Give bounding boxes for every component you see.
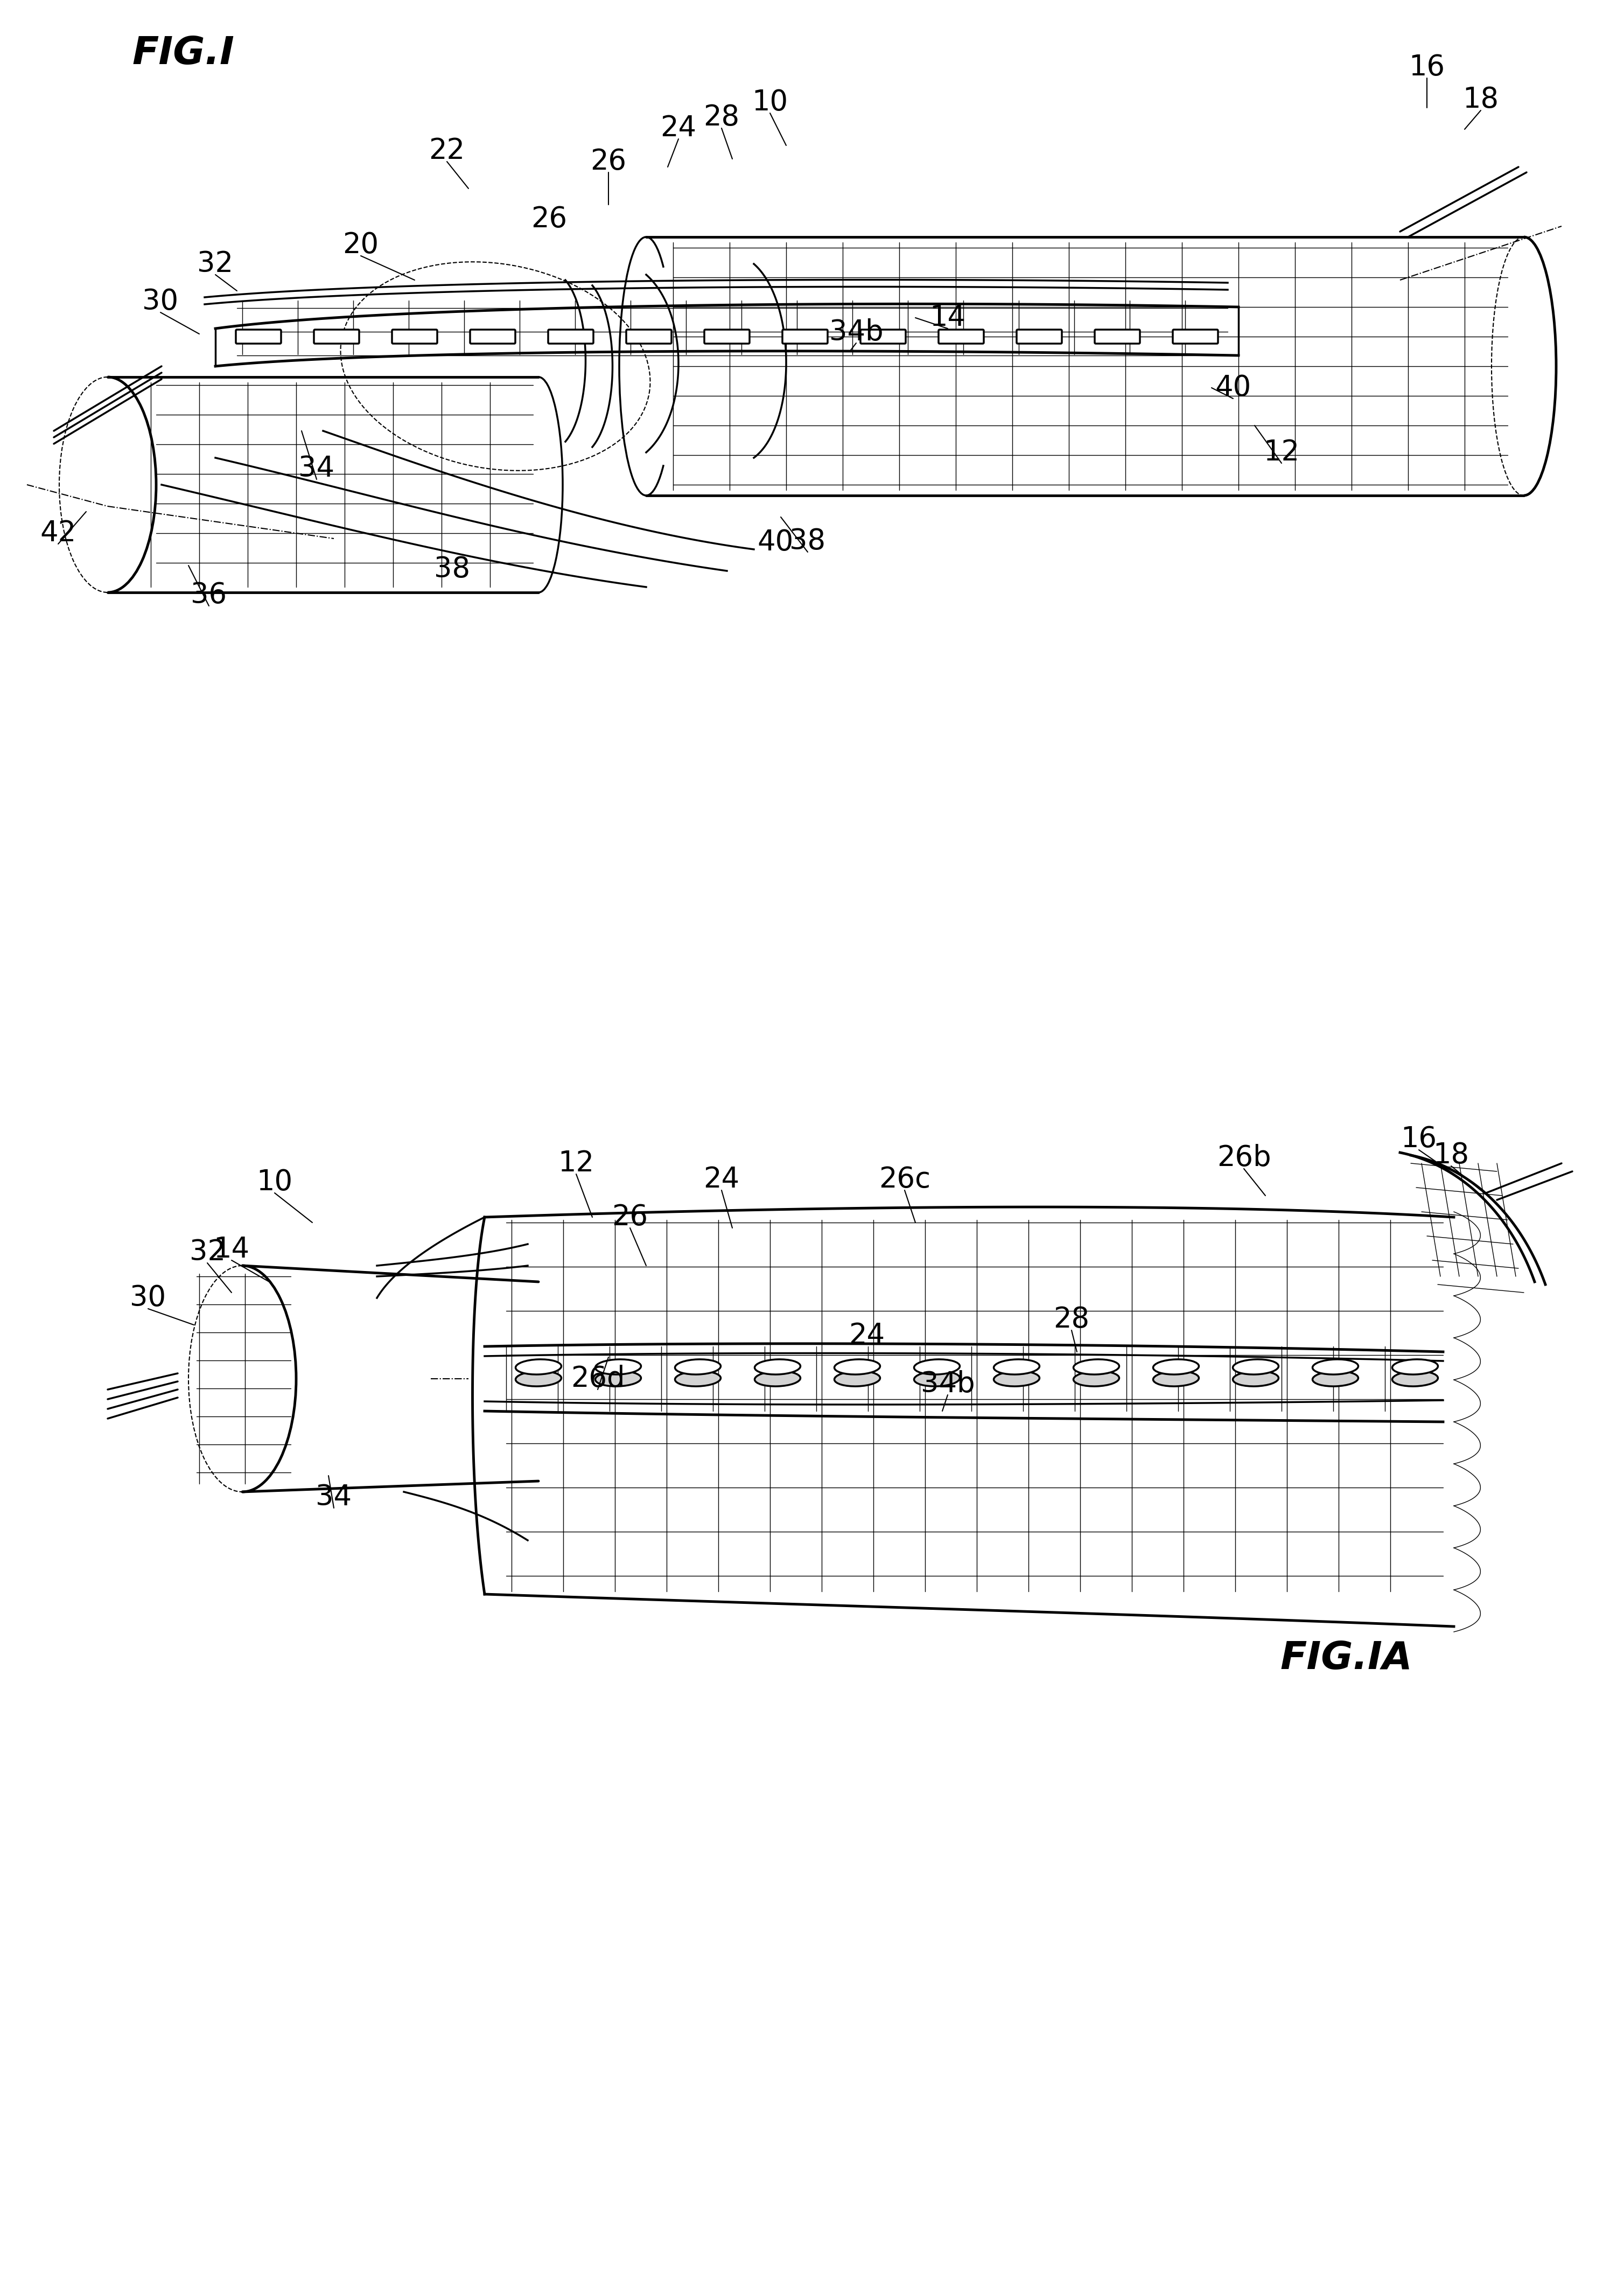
Ellipse shape (755, 1359, 801, 1375)
Ellipse shape (1153, 1359, 1199, 1375)
Ellipse shape (1153, 1370, 1199, 1386)
Text: 32: 32 (190, 1238, 226, 1265)
Text: 22: 22 (429, 137, 464, 164)
Text: 38: 38 (789, 528, 825, 555)
Text: FIG.I: FIG.I (132, 34, 234, 73)
FancyBboxPatch shape (939, 330, 984, 344)
Text: 28: 28 (703, 102, 739, 132)
Ellipse shape (835, 1359, 880, 1375)
Ellipse shape (515, 1370, 562, 1386)
Text: 34: 34 (299, 455, 335, 483)
FancyBboxPatch shape (235, 330, 281, 344)
Text: 18: 18 (1463, 86, 1499, 114)
Text: 42: 42 (41, 519, 76, 546)
Text: 34b: 34b (830, 319, 883, 346)
FancyBboxPatch shape (549, 330, 593, 344)
Ellipse shape (596, 1359, 641, 1375)
Text: 14: 14 (213, 1236, 250, 1263)
Text: 24: 24 (849, 1322, 885, 1350)
Text: 10: 10 (257, 1168, 292, 1197)
Ellipse shape (676, 1370, 721, 1386)
Ellipse shape (994, 1370, 1039, 1386)
Text: 26: 26 (612, 1204, 648, 1231)
Ellipse shape (914, 1359, 960, 1375)
Text: 24: 24 (703, 1165, 739, 1193)
Ellipse shape (676, 1359, 721, 1375)
Text: 26: 26 (591, 148, 627, 175)
Ellipse shape (1392, 1359, 1437, 1375)
FancyBboxPatch shape (1173, 330, 1218, 344)
FancyBboxPatch shape (861, 330, 906, 344)
Text: 28: 28 (1054, 1306, 1090, 1334)
Ellipse shape (914, 1370, 960, 1386)
Text: 38: 38 (434, 555, 471, 583)
Text: FIG.IA: FIG.IA (1280, 1641, 1413, 1677)
Text: 12: 12 (1263, 439, 1299, 467)
FancyBboxPatch shape (391, 330, 437, 344)
Text: 20: 20 (343, 232, 378, 259)
FancyBboxPatch shape (1017, 330, 1062, 344)
Ellipse shape (1073, 1359, 1119, 1375)
Ellipse shape (515, 1359, 562, 1375)
Text: 30: 30 (143, 287, 179, 316)
FancyBboxPatch shape (627, 330, 671, 344)
Ellipse shape (994, 1359, 1039, 1375)
Text: 10: 10 (752, 89, 788, 116)
FancyBboxPatch shape (705, 330, 750, 344)
Text: 12: 12 (559, 1149, 594, 1177)
Text: 18: 18 (1432, 1140, 1470, 1170)
Ellipse shape (596, 1370, 641, 1386)
Text: 14: 14 (929, 303, 966, 332)
FancyBboxPatch shape (313, 330, 359, 344)
Text: 40: 40 (757, 528, 794, 555)
Text: 30: 30 (130, 1284, 166, 1311)
Text: 34: 34 (315, 1484, 352, 1511)
Text: 24: 24 (661, 114, 697, 141)
Text: 26b: 26b (1216, 1145, 1272, 1172)
Ellipse shape (1073, 1370, 1119, 1386)
Text: 32: 32 (198, 250, 234, 278)
Text: 26: 26 (531, 205, 567, 232)
FancyBboxPatch shape (469, 330, 515, 344)
Ellipse shape (1312, 1359, 1358, 1375)
Text: 36: 36 (192, 580, 227, 610)
Text: 26c: 26c (879, 1165, 931, 1193)
Text: 26d: 26d (570, 1366, 625, 1393)
Text: 34b: 34b (921, 1370, 974, 1397)
Text: 16: 16 (1410, 52, 1445, 82)
Ellipse shape (1233, 1359, 1278, 1375)
FancyBboxPatch shape (783, 330, 828, 344)
Ellipse shape (1233, 1370, 1278, 1386)
FancyBboxPatch shape (1095, 330, 1140, 344)
Text: 16: 16 (1402, 1124, 1437, 1154)
Ellipse shape (1312, 1370, 1358, 1386)
Ellipse shape (835, 1370, 880, 1386)
Text: 40: 40 (1215, 373, 1250, 403)
Ellipse shape (1392, 1370, 1437, 1386)
Ellipse shape (755, 1370, 801, 1386)
